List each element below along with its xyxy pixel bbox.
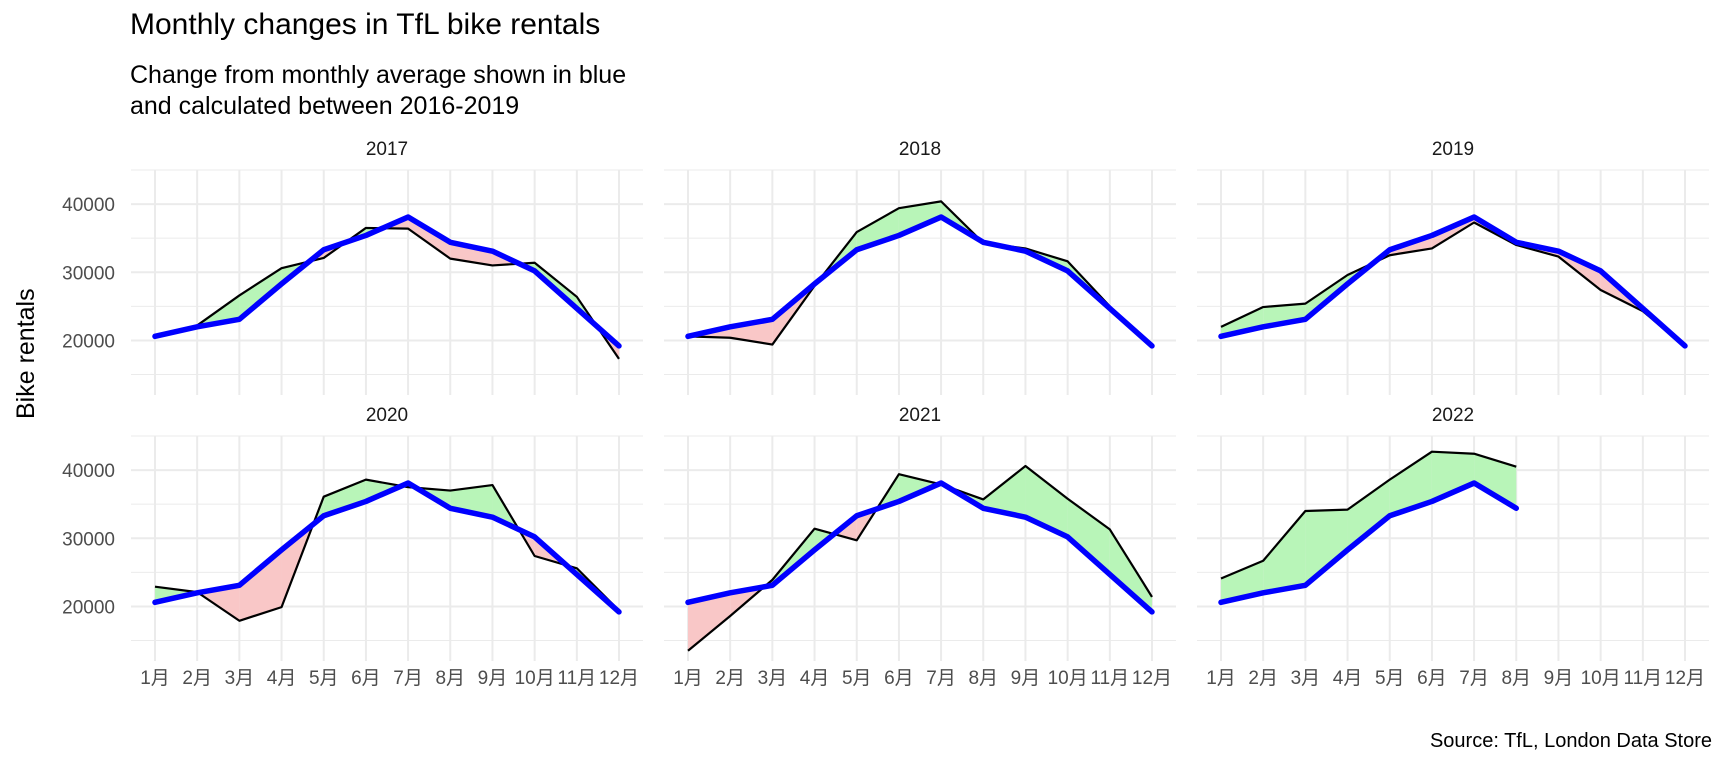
panel-2020-diff-ribbon bbox=[239, 549, 282, 621]
panel-2022-actual-line bbox=[1220, 450, 1517, 580]
panel-2021-x-tick-label: 8月 bbox=[968, 668, 998, 689]
panel-2022-x-tick-label: 8月 bbox=[1501, 668, 1531, 689]
panel-2020-x-tick-label: 9月 bbox=[478, 668, 508, 689]
panel-2019-actual-line bbox=[1220, 221, 1686, 348]
chart-subtitle-line-1: Change from monthly average shown in blu… bbox=[130, 61, 627, 89]
panel-2021-diff-ribbon bbox=[1109, 529, 1152, 612]
panel-2017-y-tick-label: 20000 bbox=[62, 331, 115, 352]
panel-2022-x-tick-label: 12月 bbox=[1665, 668, 1705, 689]
panel-2021-x-tick-label: 3月 bbox=[758, 668, 788, 689]
panel-2020-y-tick-label: 30000 bbox=[62, 529, 115, 550]
panel-2022-x-tick-label: 7月 bbox=[1459, 668, 1489, 689]
panel-2022-strip-label: 2022 bbox=[1432, 405, 1474, 426]
panel-2017-strip-label: 2017 bbox=[366, 139, 408, 160]
panel-2020-x-tick-label: 2月 bbox=[182, 668, 212, 689]
panel-2018-diff-ribbon bbox=[898, 201, 942, 236]
panel-2022-diff-ribbon bbox=[1347, 479, 1390, 550]
panel-2020-x-tick-label: 5月 bbox=[309, 668, 339, 689]
panel-2022-x-tick-label: 10月 bbox=[1581, 668, 1621, 689]
panel-2021-x-tick-label: 10月 bbox=[1048, 668, 1088, 689]
chart-subtitle-line-2: and calculated between 2016-2019 bbox=[130, 92, 520, 120]
panel-2021-x-tick-label: 9月 bbox=[1011, 668, 1041, 689]
panel-2020-diff-ribbon bbox=[323, 479, 366, 516]
panel-2017-average-line bbox=[152, 214, 622, 349]
panel-2021-diff-ribbon bbox=[688, 592, 731, 651]
panel-2020-x-tick-label: 1月 bbox=[140, 668, 170, 689]
panel-2022-diff-ribbon bbox=[1474, 453, 1517, 509]
panel-2018-actual-line bbox=[687, 200, 1153, 349]
panel-2017-diff-ribbon bbox=[408, 217, 451, 259]
panel-2022-x-tick-label: 4月 bbox=[1333, 668, 1363, 689]
chart-title: Monthly changes in TfL bike rentals bbox=[130, 8, 601, 41]
panel-2022-diff-ribbon bbox=[1263, 511, 1306, 593]
chart-subtitle: Change from monthly average shown in blu… bbox=[130, 60, 626, 122]
panel-2020-actual-line bbox=[154, 478, 620, 622]
panel-2021-x-tick-label: 12月 bbox=[1132, 668, 1172, 689]
panel-2017-y-tick-label: 40000 bbox=[62, 195, 115, 216]
panel-2022-x-tick-label: 3月 bbox=[1291, 668, 1321, 689]
panel-2020-x-tick-label: 11月 bbox=[557, 668, 596, 689]
panel-2022-x-tick-label: 5月 bbox=[1375, 668, 1405, 689]
panel-2021-diff-ribbon bbox=[983, 466, 1026, 518]
panel-2020-average-line bbox=[152, 480, 622, 615]
panel-2021-x-tick-label: 4月 bbox=[800, 668, 830, 689]
chart-caption: Source: TfL, London Data Store bbox=[1429, 730, 1712, 752]
panel-2020-x-tick-label: 7月 bbox=[393, 668, 423, 689]
panel-2021-diff-ribbon bbox=[1067, 498, 1110, 575]
panel-2021-x-tick-label: 2月 bbox=[715, 668, 745, 689]
panel-2019-average-line bbox=[1218, 214, 1688, 349]
panel-2022-x-tick-label: 6月 bbox=[1417, 668, 1447, 689]
panel-2022-x-tick-label: 2月 bbox=[1248, 668, 1278, 689]
panel-2019-strip-label: 2019 bbox=[1432, 139, 1474, 160]
panel-2021-x-tick-label: 6月 bbox=[884, 668, 914, 689]
panel-2022-x-tick-label: 11月 bbox=[1623, 668, 1662, 689]
panel-2022-diff-ribbon bbox=[1305, 509, 1348, 586]
panel-2018-diff-ribbon bbox=[856, 208, 899, 250]
panel-2022-average-line bbox=[1218, 480, 1520, 606]
panel-2020-x-tick-label: 10月 bbox=[515, 668, 555, 689]
panel-2020-x-tick-label: 8月 bbox=[435, 668, 465, 689]
panel-2021-x-tick-label: 5月 bbox=[842, 668, 872, 689]
panel-2017-actual-line bbox=[154, 226, 620, 360]
panel-2020-diff-ribbon bbox=[197, 585, 240, 621]
panel-2022-diff-ribbon bbox=[1221, 560, 1264, 603]
panel-2020-strip-label: 2020 bbox=[366, 405, 408, 426]
panel-2022-diff-ribbon bbox=[1389, 451, 1432, 516]
panel-2022-x-tick-label: 9月 bbox=[1544, 668, 1574, 689]
panel-2020-y-tick-label: 40000 bbox=[62, 461, 115, 482]
panel-2022-x-tick-label: 1月 bbox=[1206, 668, 1236, 689]
panel-2022-diff-ribbon bbox=[1431, 451, 1475, 502]
panel-2021-x-tick-label: 1月 bbox=[673, 668, 703, 689]
panel-2018-strip-label: 2018 bbox=[899, 139, 941, 160]
panel-2021-strip-label: 2021 bbox=[899, 405, 941, 426]
panel-2020-x-tick-label: 3月 bbox=[225, 668, 255, 689]
panel-2017-y-tick-label: 30000 bbox=[62, 263, 115, 284]
panel-2020-y-tick-label: 20000 bbox=[62, 597, 115, 618]
panel-2021-x-tick-label: 7月 bbox=[926, 668, 956, 689]
panel-2018-average-line bbox=[685, 214, 1155, 349]
panel-2020-x-tick-label: 4月 bbox=[267, 668, 297, 689]
panel-2020-x-tick-label: 12月 bbox=[599, 668, 639, 689]
panel-2021-average-line bbox=[685, 480, 1155, 615]
panel-2017-diff-ribbon bbox=[239, 268, 282, 320]
panel-2021-x-tick-label: 11月 bbox=[1090, 668, 1129, 689]
panel-2020-x-tick-label: 6月 bbox=[351, 668, 381, 689]
panel-2019-diff-ribbon bbox=[1431, 217, 1475, 249]
